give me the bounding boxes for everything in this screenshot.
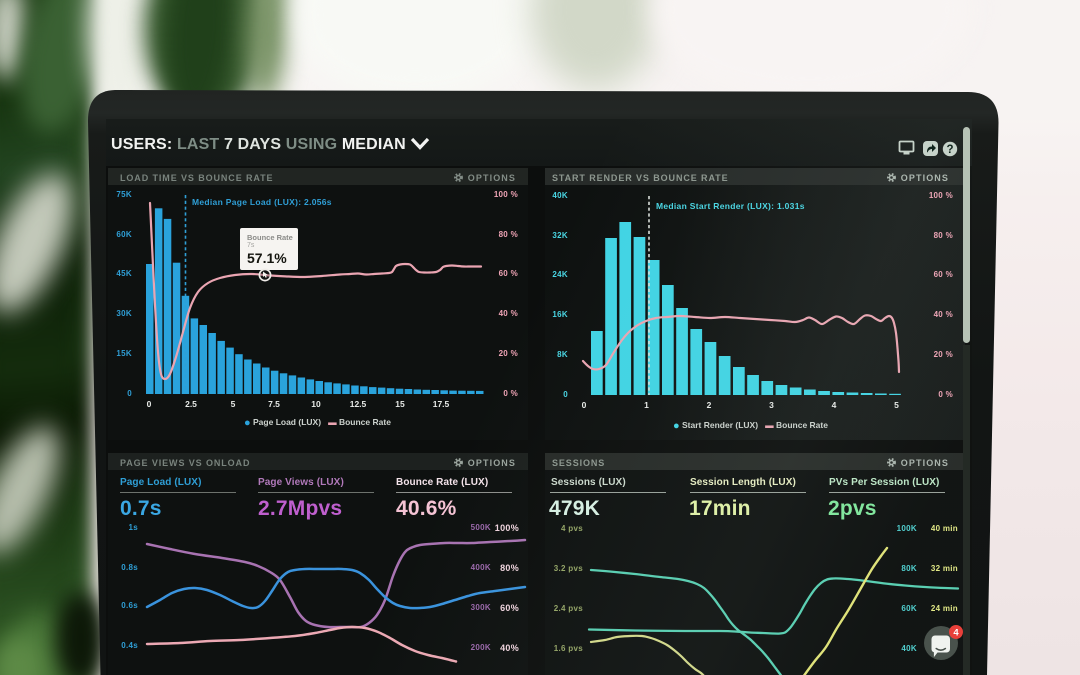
svg-text:?: ? xyxy=(946,144,953,156)
svg-text:4: 4 xyxy=(953,627,959,638)
